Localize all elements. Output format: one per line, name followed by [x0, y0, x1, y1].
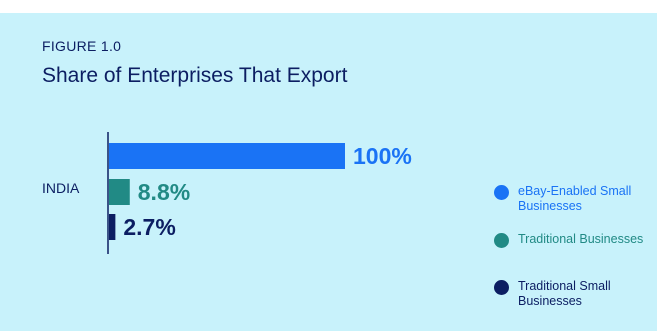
bar-traditional-businesses — [109, 179, 130, 205]
legend-label-traditional-businesses: Traditional Businesses — [518, 232, 644, 246]
legend-dot-ebay-enabled — [494, 185, 509, 200]
bar-ebay-enabled-small-businesses — [109, 143, 345, 169]
legend-item-ebay-enabled: eBay-Enabled Small Businesses — [494, 184, 648, 214]
data-label-ebay-enabled-small-businesses: 100% — [353, 143, 412, 169]
legend-label-ebay-enabled: eBay-Enabled Small Businesses — [518, 184, 632, 213]
chart-title: Share of Enterprises That Export — [42, 64, 348, 87]
chart-card — [0, 13, 657, 331]
legend-label-traditional-small-businesses: Traditional Small Businesses — [518, 279, 611, 308]
legend-dot-traditional-small-businesses — [494, 280, 509, 295]
data-label-traditional-businesses: 8.8% — [138, 179, 190, 205]
category-label-india: INDIA — [42, 180, 80, 196]
legend-dot-traditional-businesses — [494, 233, 509, 248]
legend-item-traditional-businesses: Traditional Businesses — [494, 232, 648, 248]
data-label-traditional-small-businesses: 2.7% — [123, 214, 175, 240]
legend-item-traditional-small-businesses: Traditional Small Businesses — [494, 279, 648, 309]
bar-traditional-small-businesses — [109, 214, 116, 240]
figure-label: FIGURE 1.0 — [42, 38, 122, 54]
